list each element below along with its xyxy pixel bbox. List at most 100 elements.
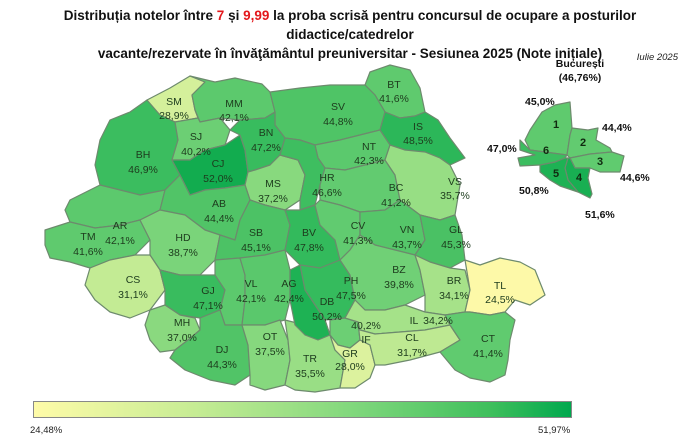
label-HR-value: 46,6% xyxy=(312,187,342,199)
county-HD[interactable] xyxy=(139,209,221,276)
label-GJ-value: 47,1% xyxy=(193,300,223,312)
sector-2-number: 2 xyxy=(580,137,586,149)
county-GR[interactable] xyxy=(329,334,376,389)
label-AG-value: 42,4% xyxy=(274,293,304,305)
label-GR-value: 28,0% xyxy=(335,361,365,373)
title-line-2: vacante/rezervate în învăţământul preuni… xyxy=(97,46,603,61)
bucharest-title: București (46,76%) xyxy=(535,57,625,85)
label-DB-value: 50,2% xyxy=(312,311,342,323)
label-IS-value: 48,5% xyxy=(403,135,433,147)
label-CT-value: 41,4% xyxy=(473,348,503,360)
label-VN-value: 43,7% xyxy=(392,239,422,251)
bucharest-inset: 1 2 3 4 5 6 45,0% 44,4% 44,6% 51,6% 50,8… xyxy=(487,96,650,221)
label-SM-value: 28,9% xyxy=(159,110,189,122)
label-VS-value: 35,7% xyxy=(440,190,470,202)
label-BH-code: BH xyxy=(136,149,151,161)
label-VS-code: VS xyxy=(448,176,462,188)
label-NT-code: NT xyxy=(362,141,377,153)
county-GL[interactable] xyxy=(414,214,466,269)
sector-1-number: 1 xyxy=(553,119,559,131)
label-AR-code: AR xyxy=(113,220,128,232)
county-DJ[interactable] xyxy=(169,309,251,386)
label-VL-value: 42,1% xyxy=(236,293,266,305)
legend-max-label: 51,97% xyxy=(538,425,571,436)
label-CJ-code: CJ xyxy=(212,158,225,170)
label-AB-code: AB xyxy=(212,198,226,210)
label-MS-value: 37,2% xyxy=(258,193,288,205)
label-TM-code: TM xyxy=(80,231,95,243)
title-low-grade: 7 xyxy=(216,8,225,23)
label-GL-value: 45,3% xyxy=(441,239,471,251)
label-SJ-value: 40,2% xyxy=(181,146,211,158)
label-TR-code: TR xyxy=(303,353,317,365)
label-BR-value: 34,1% xyxy=(439,290,469,302)
label-BN-value: 47,2% xyxy=(251,142,281,154)
label-MM-code: MM xyxy=(225,98,243,110)
label-BC-code: BC xyxy=(389,182,404,194)
label-IF-value: 40,2% xyxy=(351,320,381,332)
label-VL-code: VL xyxy=(245,278,258,290)
county-CS[interactable] xyxy=(84,254,166,319)
label-NT-value: 42,3% xyxy=(354,155,384,167)
sector-3-value: 44,6% xyxy=(620,172,650,184)
label-PH-code: PH xyxy=(344,275,359,287)
label-MH-value: 37,0% xyxy=(167,332,197,344)
label-CS-value: 31,1% xyxy=(118,289,148,301)
label-DB-code: DB xyxy=(320,296,335,308)
label-TM-value: 41,6% xyxy=(73,246,103,258)
title-line-1: Distribuția notelor între 7 și 9,99 la p… xyxy=(0,6,700,44)
sector-5-value: 50,8% xyxy=(519,185,549,197)
label-HD-value: 38,7% xyxy=(168,247,198,259)
label-CJ-value: 52,0% xyxy=(203,173,233,185)
label-IF-code: IF xyxy=(361,334,370,346)
title-text: și xyxy=(224,8,244,23)
label-GL-code: GL xyxy=(449,224,463,236)
title-high-grade: 9,99 xyxy=(243,8,270,23)
label-GJ-code: GJ xyxy=(201,285,214,297)
label-AG-code: AG xyxy=(281,278,296,290)
label-CT-code: CT xyxy=(481,333,496,345)
label-SB-value: 45,1% xyxy=(241,242,271,254)
label-BN-code: BN xyxy=(259,127,274,139)
label-BR-code: BR xyxy=(447,275,462,287)
label-VN-code: VN xyxy=(400,224,415,236)
bucharest-total: (46,76%) xyxy=(558,72,602,84)
sector-4-value: 51,6% xyxy=(585,209,615,221)
label-BZ-code: BZ xyxy=(392,264,406,276)
label-SB-code: SB xyxy=(249,227,263,239)
title-text: la proba scrisă pentru concursul de ocup… xyxy=(269,8,637,42)
counties xyxy=(44,64,546,393)
sector-6-number: 6 xyxy=(543,145,549,157)
label-CS-code: CS xyxy=(126,274,141,286)
label-BT-code: BT xyxy=(387,79,401,91)
sector-2-value: 44,4% xyxy=(602,122,632,134)
label-GR-code: GR xyxy=(342,348,358,360)
label-MH-code: MH xyxy=(174,317,190,329)
label-HD-code: HD xyxy=(175,232,191,244)
label-BV-value: 47,8% xyxy=(294,242,324,254)
sector-3-number: 3 xyxy=(597,156,603,168)
label-BC-value: 41,2% xyxy=(381,197,411,209)
county-CT[interactable] xyxy=(439,311,516,383)
label-TR-value: 35,5% xyxy=(295,368,325,380)
label-CL-value: 31,7% xyxy=(397,347,427,359)
label-HR-code: HR xyxy=(319,172,335,184)
label-MM-value: 42,1% xyxy=(219,112,249,124)
sector-5-number: 5 xyxy=(553,168,559,180)
legend-min-label: 24,48% xyxy=(30,425,63,436)
label-CV-code: CV xyxy=(351,220,366,232)
county-labels: SM 28,9% MM 42,1% BT 41,6% SV 44,8% IS 4… xyxy=(73,79,515,380)
map-title: Distribuția notelor între 7 și 9,99 la p… xyxy=(0,6,700,63)
sector-6[interactable] xyxy=(517,139,568,167)
label-SV-value: 44,8% xyxy=(323,116,353,128)
label-IL-code: IL xyxy=(410,315,419,327)
label-MS-code: MS xyxy=(265,178,281,190)
label-DJ-code: DJ xyxy=(216,344,229,356)
bucharest-name: București xyxy=(555,58,605,70)
label-IL-value: 34,2% xyxy=(423,315,453,327)
label-SM-code: SM xyxy=(166,96,182,108)
label-BT-value: 41,6% xyxy=(379,93,409,105)
label-OT-value: 37,5% xyxy=(255,346,285,358)
label-AR-value: 42,1% xyxy=(105,235,135,247)
label-BZ-value: 39,8% xyxy=(384,279,414,291)
